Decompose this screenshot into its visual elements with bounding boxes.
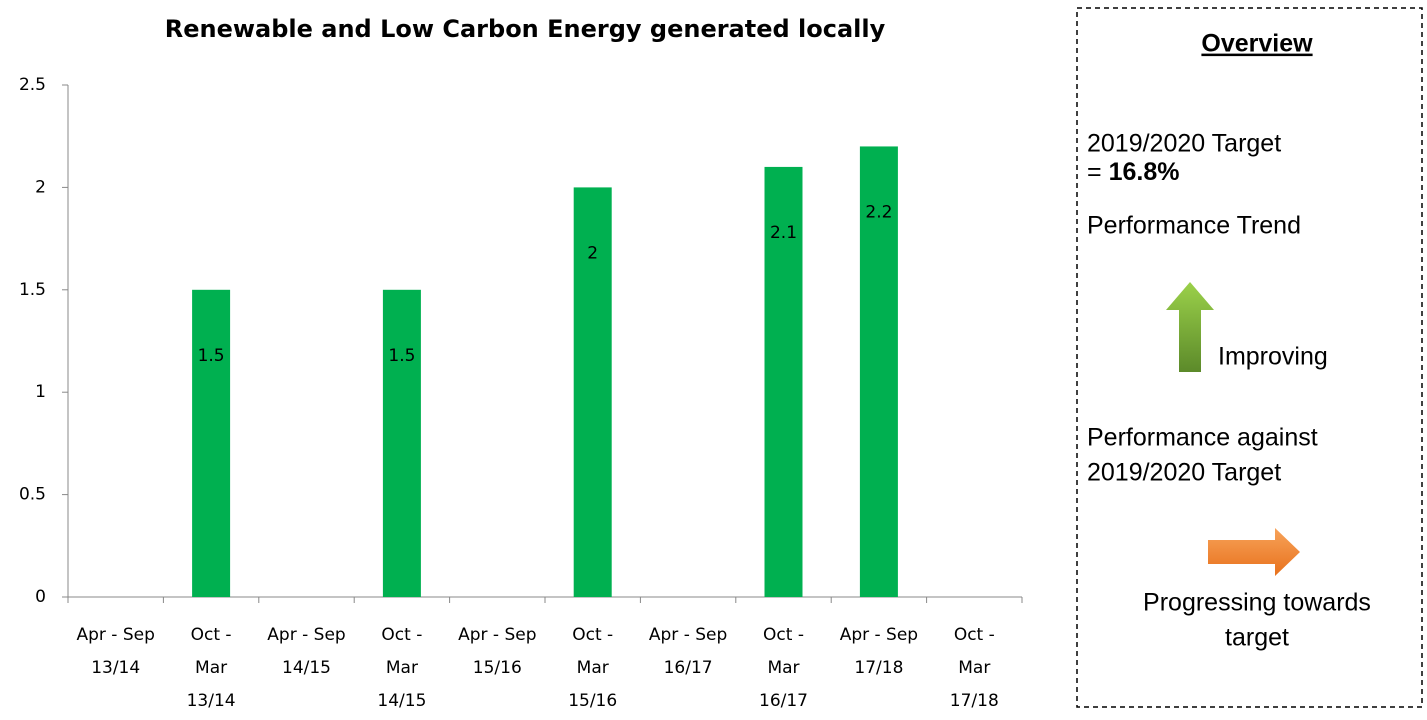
y-tick-label: 1.5 xyxy=(19,280,46,300)
x-tick-label: Mar xyxy=(767,658,799,678)
chart: 0 0.5 1 1.5 2 2.5 Apr - Sep 13/14 Oct - Mar 13/14 1… xyxy=(19,75,1023,711)
x-tick-label: 16/17 xyxy=(759,691,808,711)
chart-title: Renewable and Low Carbon Energy generate… xyxy=(165,15,886,43)
bar xyxy=(573,187,612,597)
data-label: 1.5 xyxy=(198,346,225,366)
y-tick-label: 0.5 xyxy=(19,485,46,505)
x-tick-label: 14/15 xyxy=(282,658,331,678)
x-tick-label: Mar xyxy=(577,658,609,678)
x-tick-label: 17/18 xyxy=(854,658,903,678)
against-status-1: Progressing towards xyxy=(1143,589,1371,617)
bar xyxy=(859,146,898,597)
trend-status: Improving xyxy=(1218,343,1328,371)
x-tick-label: 17/18 xyxy=(950,691,999,711)
target-value: 16.8% xyxy=(1109,158,1180,186)
data-label: 2 xyxy=(587,243,598,263)
right-arrow xyxy=(1208,528,1300,576)
y-tick-label: 2 xyxy=(35,177,46,197)
data-label: 2.1 xyxy=(770,223,797,243)
x-tick-label: 15/16 xyxy=(473,658,522,678)
x-tick-label: 15/16 xyxy=(568,691,617,711)
data-label: 2.2 xyxy=(865,202,892,222)
x-tick-label: Mar xyxy=(195,658,227,678)
target-prefix: = xyxy=(1087,158,1102,186)
trend-label: Performance Trend xyxy=(1087,212,1301,240)
x-tick-label: Oct - xyxy=(763,625,804,645)
target-label: 2019/2020 Target xyxy=(1087,130,1281,158)
y-tick-label: 1 xyxy=(35,382,46,402)
up-arrow xyxy=(1166,282,1214,372)
x-tick-label: Mar xyxy=(958,658,990,678)
x-tick-label: 16/17 xyxy=(664,658,713,678)
y-tick-label: 2.5 xyxy=(19,75,46,95)
y-tick-label: 0 xyxy=(35,587,46,607)
x-tick-label: Oct - xyxy=(572,625,613,645)
x-tick-label: Apr - Sep xyxy=(458,625,536,645)
x-tick-label: Oct - xyxy=(191,625,232,645)
against-status-2: target xyxy=(1225,624,1289,652)
x-tick-label: Apr - Sep xyxy=(649,625,727,645)
x-tick-label: Oct - xyxy=(954,625,995,645)
x-tick-label: 13/14 xyxy=(91,658,140,678)
data-label: 1.5 xyxy=(388,346,415,366)
bar xyxy=(382,289,421,597)
overview-title: Overview xyxy=(1201,30,1313,58)
x-tick-label: Apr - Sep xyxy=(267,625,345,645)
x-tick-label: Apr - Sep xyxy=(840,625,918,645)
x-tick-label: Mar xyxy=(386,658,418,678)
bar xyxy=(764,166,803,598)
overview-box xyxy=(1076,7,1423,708)
target-line: = 16.8% xyxy=(1087,158,1179,186)
x-tick-label: 13/14 xyxy=(187,691,236,711)
x-tick-label: Oct - xyxy=(381,625,422,645)
against-label-1: Performance against xyxy=(1087,424,1318,452)
x-tick-label: Apr - Sep xyxy=(76,625,154,645)
bar xyxy=(192,289,231,597)
x-tick-label: 14/15 xyxy=(377,691,426,711)
against-label-2: 2019/2020 Target xyxy=(1087,459,1281,487)
